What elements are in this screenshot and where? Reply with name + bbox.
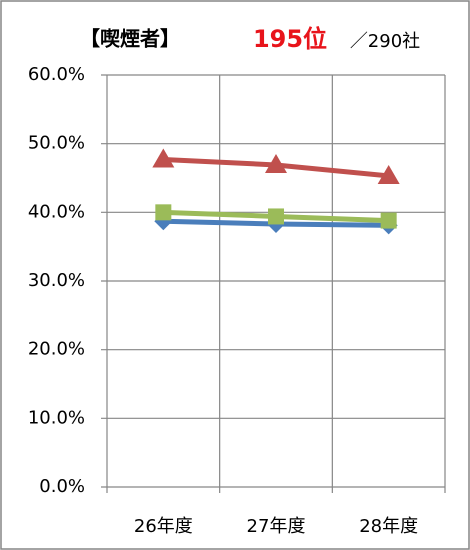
x-tick-label: 28年度 — [359, 516, 418, 537]
marker — [155, 204, 172, 221]
rank: 195位 — [253, 25, 327, 53]
marker — [380, 212, 397, 229]
chart-title: 【喫煙者】 — [80, 27, 180, 51]
y-tick-label: 10.0% — [28, 407, 85, 428]
marker — [268, 208, 284, 225]
y-tick-label: 0.0% — [39, 476, 85, 497]
marker — [377, 164, 400, 184]
y-tick-label: 50.0% — [28, 133, 85, 154]
y-tick-label: 20.0% — [28, 339, 85, 360]
y-tick-label: 60.0% — [28, 64, 85, 85]
total: ／290社 — [350, 31, 420, 52]
x-tick-label: 27年度 — [247, 516, 306, 537]
marker — [265, 153, 287, 173]
marker — [152, 148, 175, 168]
y-tick-label: 30.0% — [28, 270, 85, 291]
y-tick-label: 40.0% — [28, 201, 85, 222]
x-tick-label: 26年度 — [134, 516, 193, 537]
